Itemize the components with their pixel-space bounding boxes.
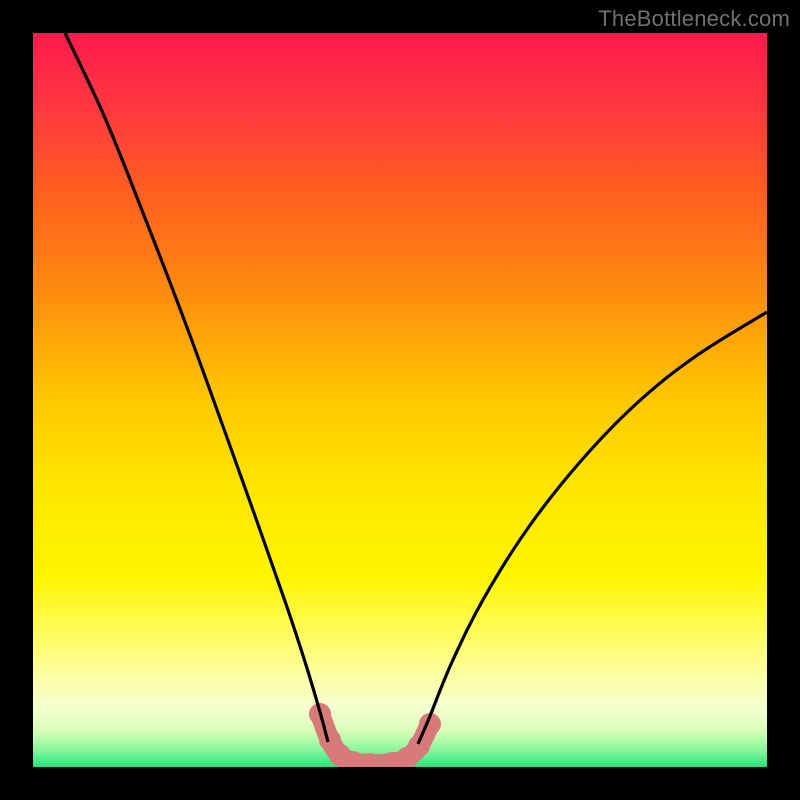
bottleneck-chart bbox=[0, 0, 800, 800]
gradient-plot-area bbox=[33, 33, 767, 767]
watermark-text: TheBottleneck.com bbox=[598, 6, 790, 32]
chart-container: TheBottleneck.com bbox=[0, 0, 800, 800]
